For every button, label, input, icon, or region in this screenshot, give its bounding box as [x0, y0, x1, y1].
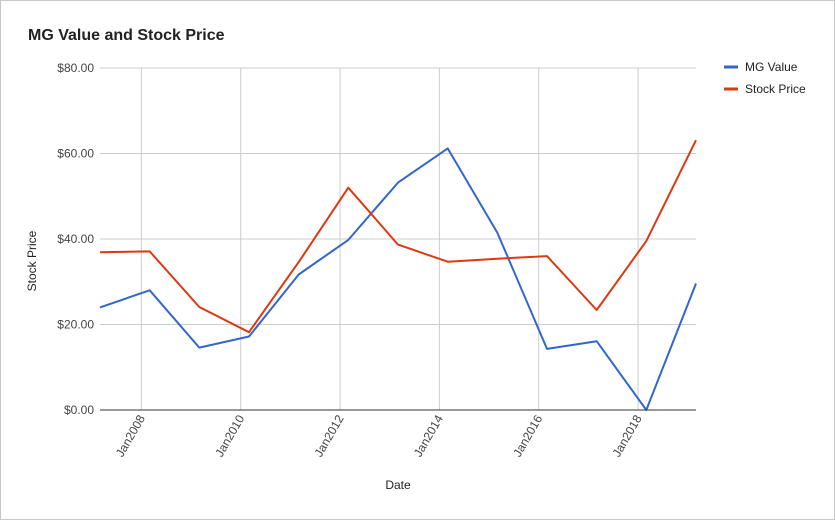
y-tick-label: $60.00 [57, 147, 94, 161]
y-axis-ticks: $0.00 $20.00 $40.00 $60.00 $80.00 [57, 61, 94, 417]
x-axis-title: Date [385, 478, 411, 492]
gridlines [100, 67, 696, 411]
x-axis-ticks: Jan2008 Jan2010 Jan2012 Jan2014 Jan2016 Jan20… [113, 412, 645, 459]
x-tick-label: Jan2012 [312, 412, 347, 459]
chart-title: MG Value and Stock Price [28, 27, 225, 44]
x-tick-label: Jan2018 [610, 412, 645, 459]
x-tick-label: Jan2010 [212, 412, 247, 459]
series-lines [99, 139, 697, 411]
y-tick-label: $40.00 [57, 232, 94, 246]
x-tick-label: Jan2014 [411, 412, 446, 459]
stock-price-line [99, 139, 697, 334]
legend: MG Value Stock Price [724, 60, 806, 96]
y-axis-title: Stock Price [25, 230, 39, 291]
x-tick-label: Jan2008 [113, 412, 148, 459]
legend-label-stock-price: Stock Price [745, 82, 806, 96]
mg-value-line [99, 147, 697, 411]
x-tick-label: Jan2016 [510, 412, 545, 459]
legend-label-mg-value: MG Value [745, 60, 798, 74]
y-tick-label: $80.00 [57, 61, 94, 75]
y-tick-label: $20.00 [57, 318, 94, 332]
y-tick-label: $0.00 [64, 403, 94, 417]
